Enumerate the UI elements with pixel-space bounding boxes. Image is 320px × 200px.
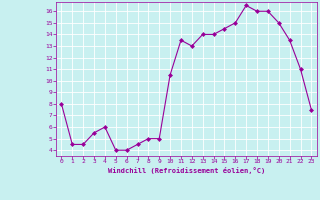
X-axis label: Windchill (Refroidissement éolien,°C): Windchill (Refroidissement éolien,°C) bbox=[108, 167, 265, 174]
